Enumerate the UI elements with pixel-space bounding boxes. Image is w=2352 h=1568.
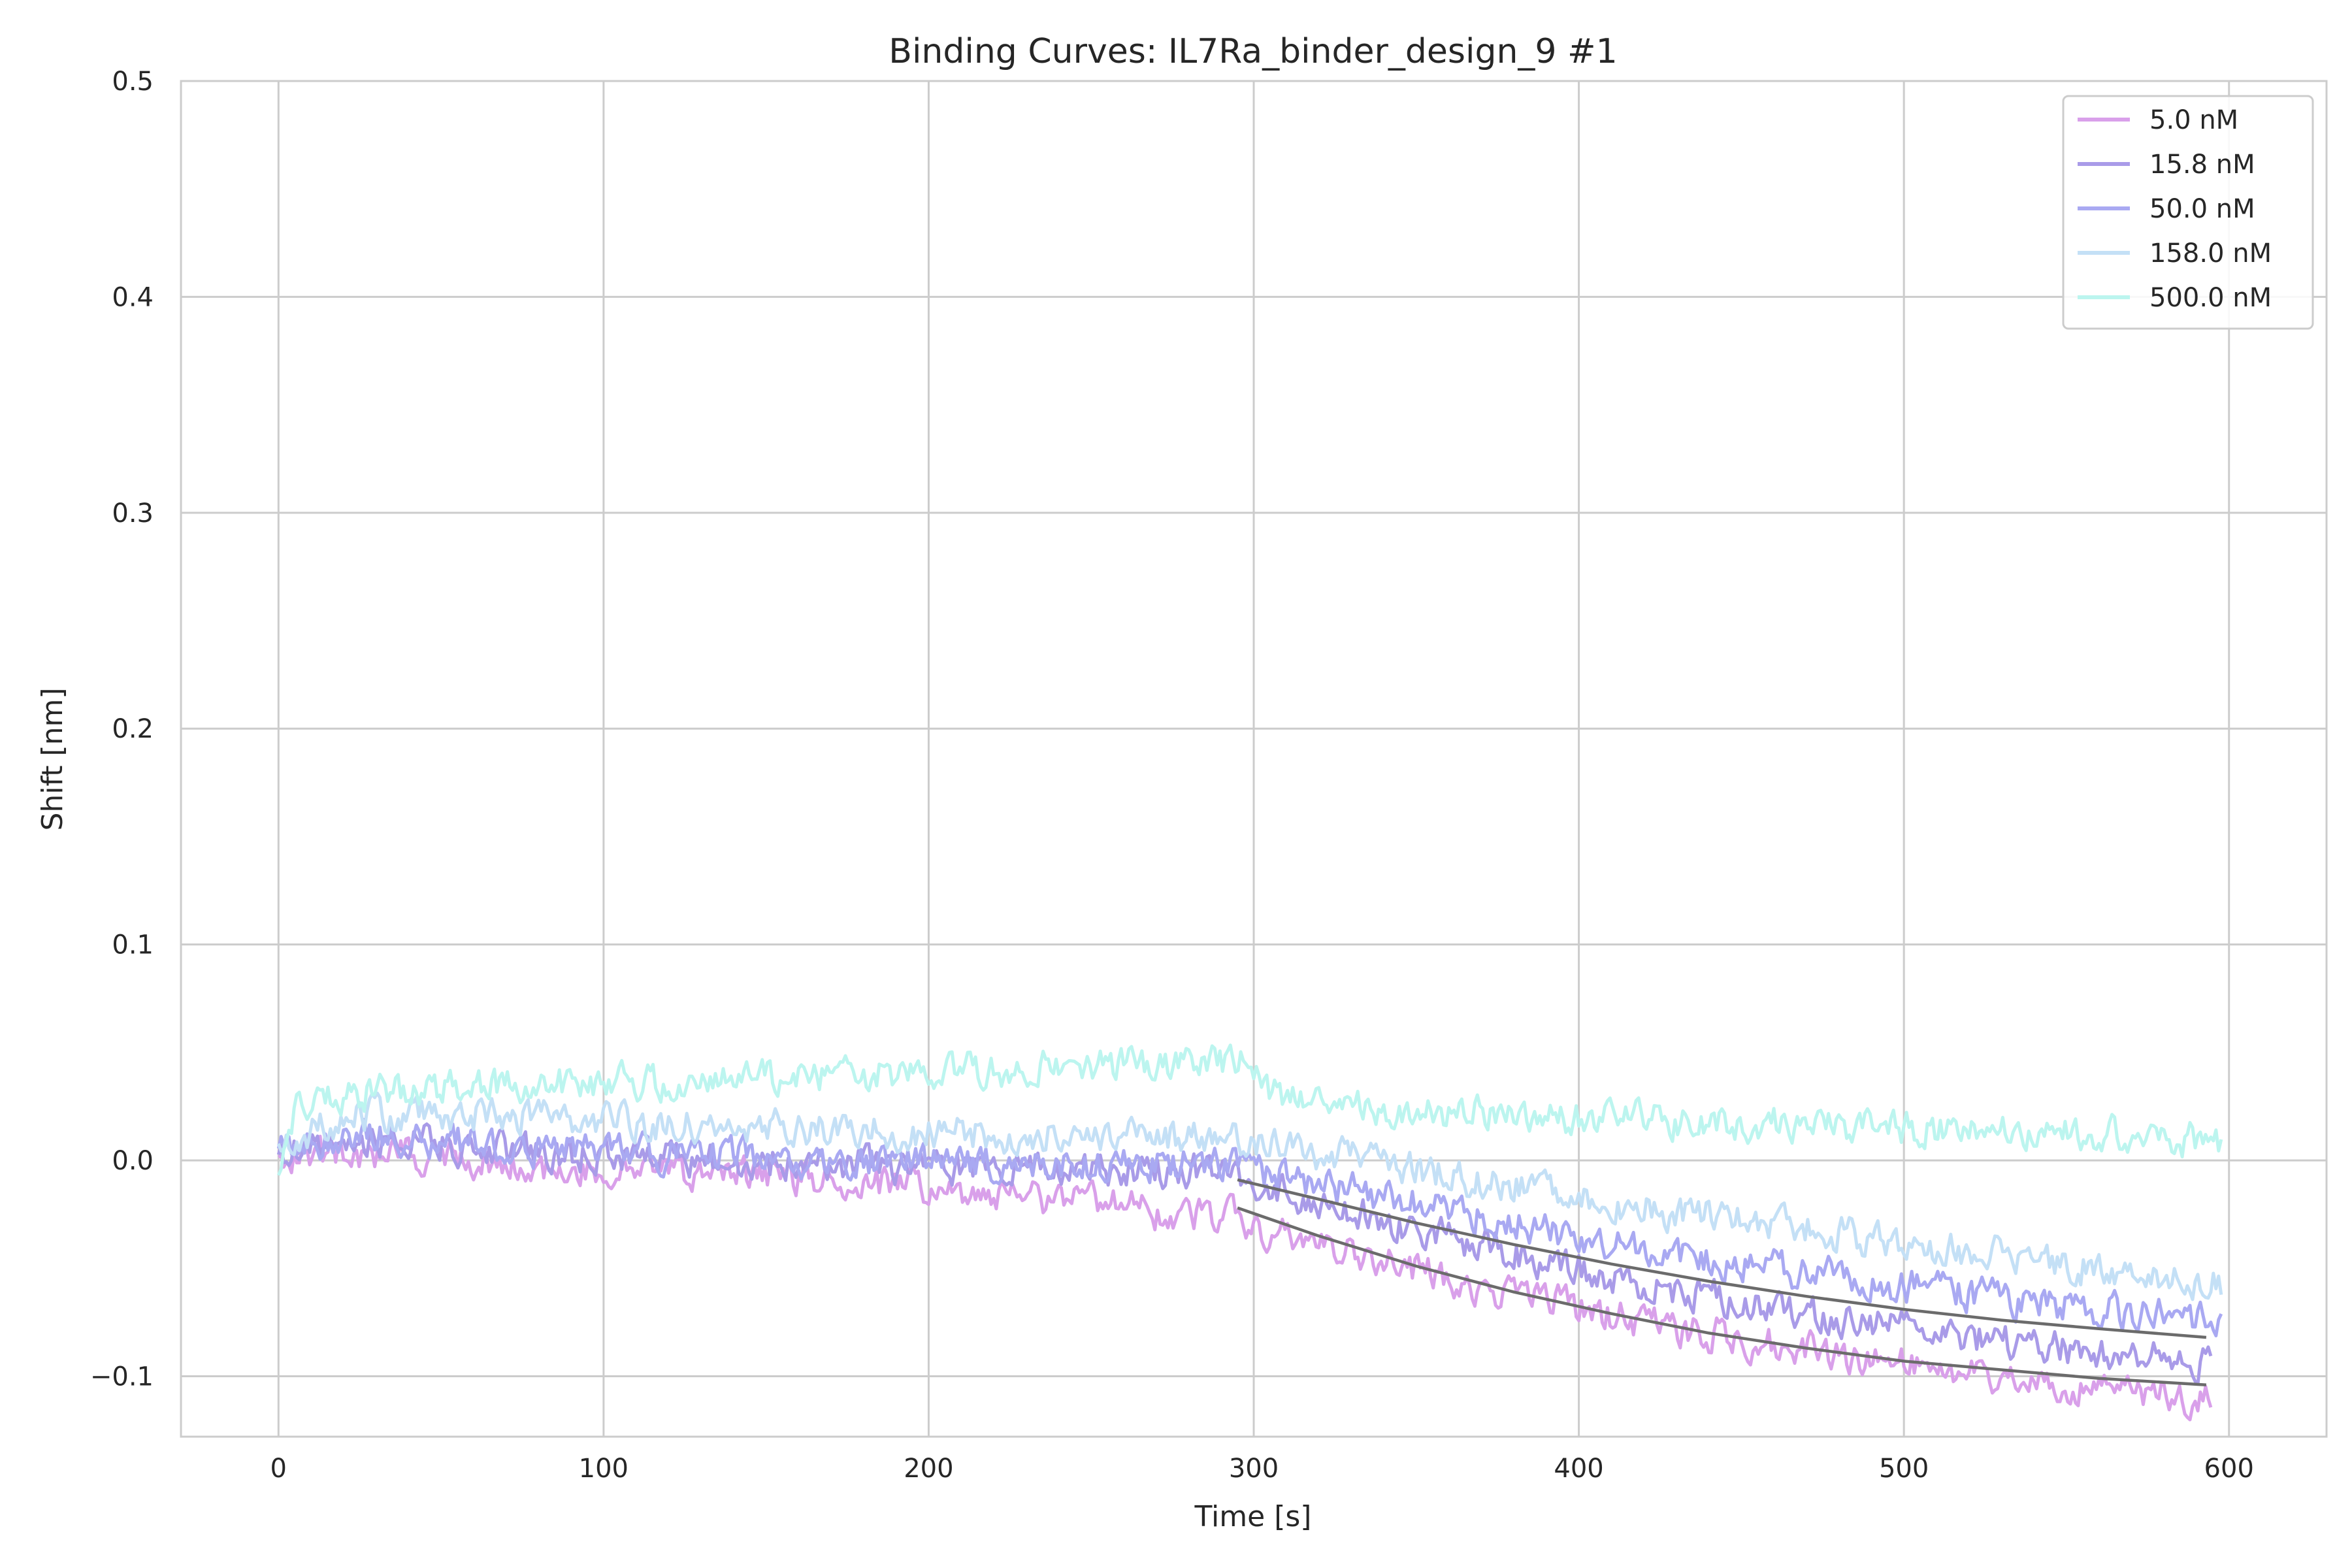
y-axis-label: Shift [nm] <box>36 687 69 830</box>
chart-title: Binding Curves: IL7Ra_binder_design_9 #1 <box>889 32 1617 71</box>
y-axis-ticks: −0.1 0.0 0.1 0.2 0.3 0.4 0.5 <box>90 67 154 1392</box>
legend-label: 158.0 nM <box>2149 238 2272 269</box>
series-line <box>276 1091 2223 1301</box>
fit-curve <box>1237 1178 2207 1339</box>
fit-curve <box>1237 1206 2207 1386</box>
legend-label: 500.0 nM <box>2149 283 2272 313</box>
x-axis-label: Time [s] <box>1194 1500 1312 1533</box>
x-tick-label: 0 <box>270 1454 287 1484</box>
legend-label: 5.0 nM <box>2149 105 2238 135</box>
y-tick-label: −0.1 <box>90 1362 154 1392</box>
y-tick-label: 0.5 <box>112 67 154 97</box>
x-tick-label: 500 <box>1879 1454 1929 1484</box>
y-tick-label: 0.3 <box>112 498 154 529</box>
series-layer <box>276 1043 2223 1422</box>
x-tick-label: 100 <box>579 1454 629 1484</box>
series-line <box>276 1118 2223 1337</box>
plot-area-frame <box>180 80 2328 1438</box>
x-tick-label: 600 <box>2204 1454 2254 1484</box>
x-tick-label: 400 <box>1554 1454 1603 1484</box>
x-axis-ticks: 0 100 200 300 400 500 600 <box>270 1454 2254 1484</box>
y-tick-label: 0.4 <box>112 282 154 312</box>
y-tick-label: 0.1 <box>112 930 154 960</box>
y-tick-label: 0.0 <box>112 1146 154 1176</box>
fit-layer <box>1237 1178 2207 1386</box>
x-tick-label: 300 <box>1229 1454 1279 1484</box>
x-tick-label: 200 <box>904 1454 953 1484</box>
legend: 5.0 nM 15.8 nM 50.0 nM 158.0 nM 500.0 nM <box>2062 95 2314 330</box>
series-line <box>276 1043 2223 1176</box>
legend-box <box>2062 95 2314 330</box>
legend-label: 15.8 nM <box>2149 150 2255 180</box>
y-tick-label: 0.2 <box>112 714 154 744</box>
legend-label: 50.0 nM <box>2149 194 2255 224</box>
